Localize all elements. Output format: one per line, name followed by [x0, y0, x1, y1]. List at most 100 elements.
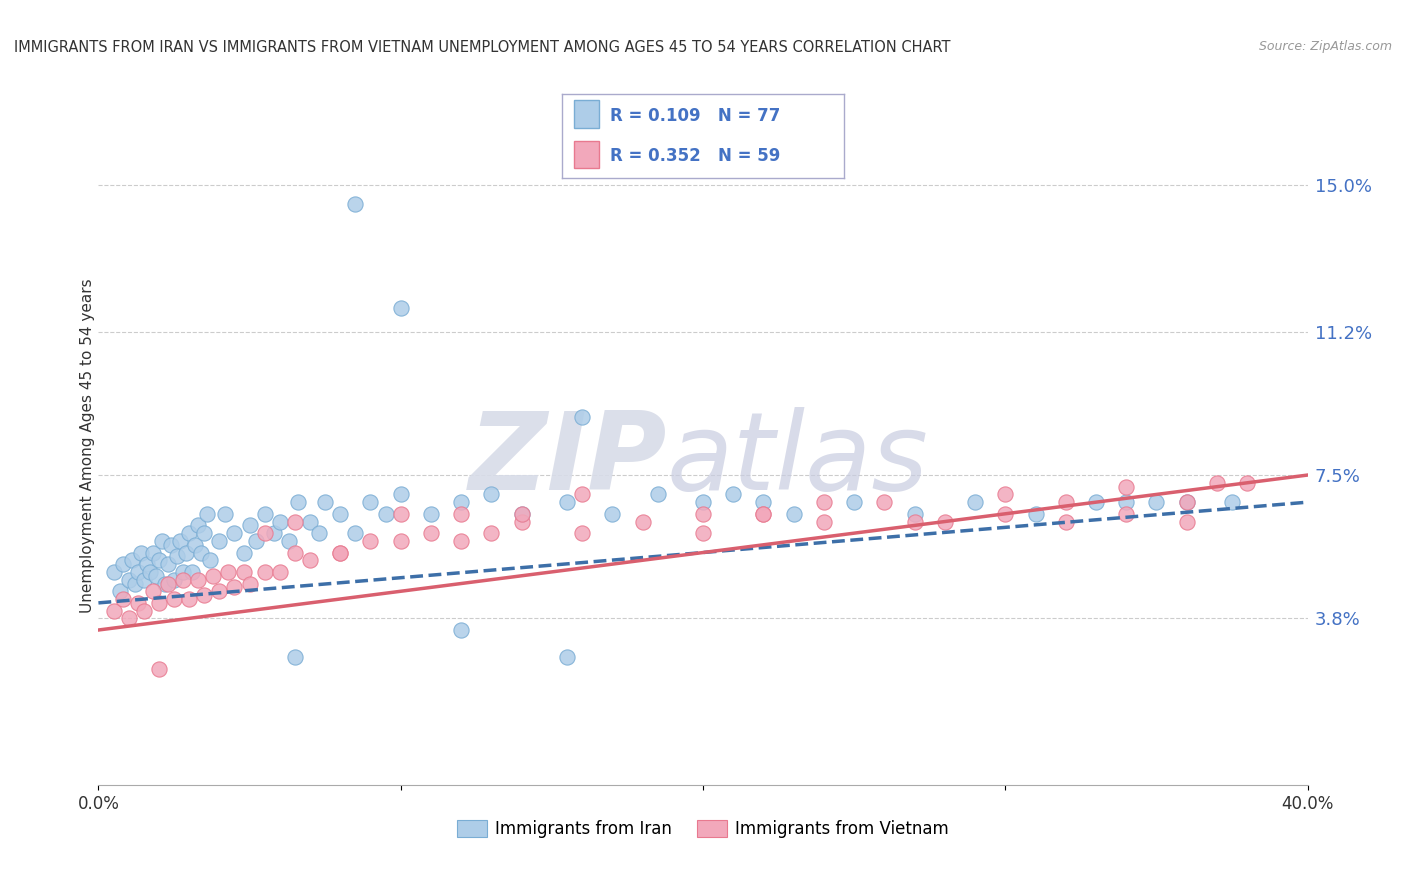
Point: [121, 553, 143, 567]
Point: [202, 568, 225, 582]
Point: [135, 557, 157, 571]
Point: [214, 507, 236, 521]
Y-axis label: Unemployment Among Ages 45 to 54 years: Unemployment Among Ages 45 to 54 years: [80, 278, 94, 614]
Point: [844, 495, 866, 509]
Point: [142, 584, 165, 599]
Point: [904, 515, 927, 529]
Point: [103, 604, 125, 618]
Point: [156, 557, 179, 571]
Point: [139, 565, 162, 579]
Bar: [574, 101, 599, 128]
Point: [253, 526, 276, 541]
Point: [1220, 495, 1243, 509]
Point: [450, 623, 472, 637]
Point: [156, 576, 179, 591]
Point: [187, 518, 209, 533]
Point: [389, 533, 412, 548]
Point: [1024, 507, 1046, 521]
Point: [873, 495, 896, 509]
Text: R = 0.352   N = 59: R = 0.352 N = 59: [610, 147, 780, 165]
Point: [692, 526, 714, 541]
Point: [1144, 495, 1167, 509]
Point: [481, 487, 503, 501]
Point: [1175, 515, 1198, 529]
Point: [253, 565, 276, 579]
Point: [269, 515, 291, 529]
Point: [208, 533, 231, 548]
Point: [510, 507, 533, 521]
Point: [284, 515, 307, 529]
Point: [148, 662, 170, 676]
Point: [723, 487, 745, 501]
Point: [692, 158, 714, 172]
Point: [299, 515, 322, 529]
Point: [904, 507, 927, 521]
Point: [263, 526, 285, 541]
Point: [284, 650, 307, 665]
Point: [555, 650, 578, 665]
Point: [190, 545, 212, 559]
Point: [783, 507, 806, 521]
Point: [163, 573, 186, 587]
Point: [129, 545, 152, 559]
Point: [389, 487, 412, 501]
Point: [172, 573, 194, 587]
Point: [287, 495, 309, 509]
Point: [277, 533, 299, 548]
Point: [647, 487, 669, 501]
Point: [232, 545, 254, 559]
Point: [179, 592, 201, 607]
Text: ZIP: ZIP: [468, 407, 666, 513]
Point: [571, 526, 593, 541]
Point: [344, 197, 367, 211]
Point: [299, 553, 322, 567]
Point: [994, 487, 1017, 501]
Point: [284, 545, 307, 559]
Point: [1115, 507, 1137, 521]
Point: [150, 533, 173, 548]
Point: [360, 533, 382, 548]
Point: [555, 495, 578, 509]
Point: [111, 557, 134, 571]
Point: [420, 526, 443, 541]
Legend: Immigrants from Iran, Immigrants from Vietnam: Immigrants from Iran, Immigrants from Vi…: [450, 813, 956, 845]
Point: [148, 553, 170, 567]
Point: [148, 596, 170, 610]
Point: [571, 409, 593, 424]
Point: [163, 592, 186, 607]
Point: [174, 545, 197, 559]
Point: [127, 596, 149, 610]
Point: [239, 576, 262, 591]
Point: [1115, 480, 1137, 494]
Point: [153, 576, 176, 591]
Point: [1115, 495, 1137, 509]
Point: [1054, 495, 1077, 509]
Point: [752, 495, 775, 509]
Point: [510, 507, 533, 521]
Point: [308, 526, 330, 541]
Point: [217, 565, 239, 579]
Point: [314, 495, 336, 509]
Point: [329, 545, 352, 559]
Point: [360, 495, 382, 509]
Point: [752, 507, 775, 521]
Point: [111, 592, 134, 607]
Point: [172, 565, 194, 579]
Point: [239, 518, 262, 533]
Bar: [574, 141, 599, 169]
Text: IMMIGRANTS FROM IRAN VS IMMIGRANTS FROM VIETNAM UNEMPLOYMENT AMONG AGES 45 TO 54: IMMIGRANTS FROM IRAN VS IMMIGRANTS FROM …: [14, 40, 950, 55]
Point: [389, 507, 412, 521]
Point: [631, 515, 654, 529]
Point: [124, 576, 146, 591]
Point: [169, 533, 191, 548]
Point: [193, 526, 215, 541]
Point: [329, 507, 352, 521]
Point: [344, 526, 367, 541]
Point: [374, 507, 396, 521]
Point: [450, 533, 472, 548]
Point: [571, 487, 593, 501]
Point: [224, 526, 246, 541]
Point: [245, 533, 267, 548]
Point: [481, 526, 503, 541]
Text: Source: ZipAtlas.com: Source: ZipAtlas.com: [1258, 40, 1392, 54]
